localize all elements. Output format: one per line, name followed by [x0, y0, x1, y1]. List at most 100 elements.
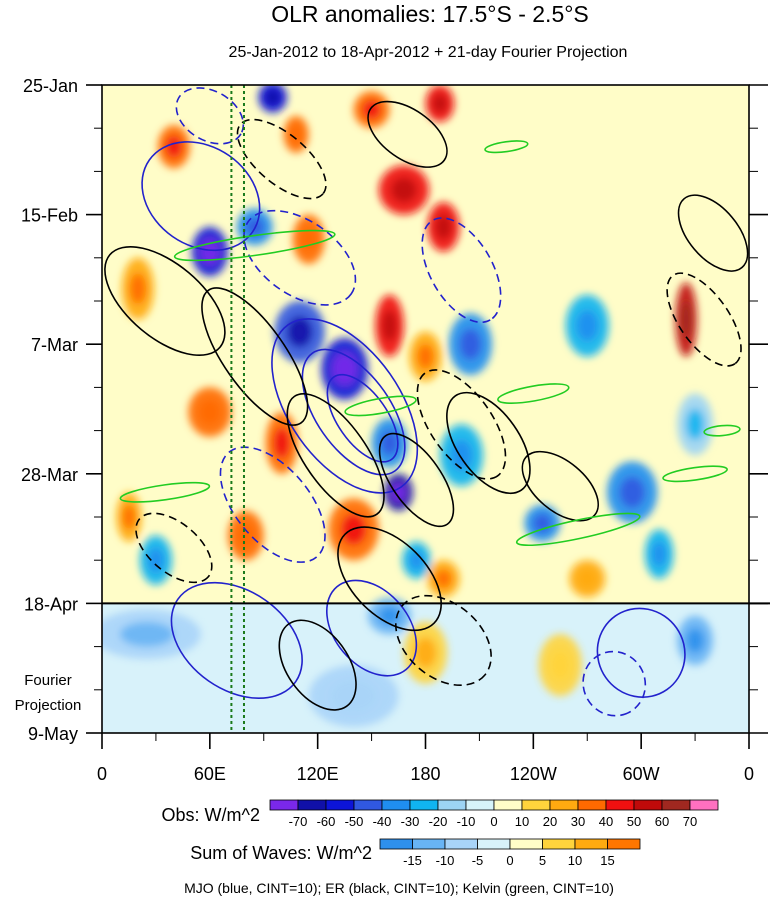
- mjo-contour: [170, 581, 303, 699]
- er-contour: [104, 245, 226, 357]
- anomaly-blob-core: [265, 89, 280, 106]
- y-tick-label: 7-Mar: [31, 335, 78, 355]
- waves-colorbar-swatch: [574, 838, 608, 850]
- anomaly-blob-core: [409, 550, 424, 570]
- waves-colorbar: -15 -10 -5 0 5 10 15: [379, 838, 641, 868]
- er-contour: [367, 100, 448, 168]
- anomaly-blob-core: [122, 504, 136, 530]
- obs-colorbar-level-label: -30: [401, 814, 420, 829]
- er-contour: [337, 526, 442, 632]
- obs-colorbar-level-label: -70: [289, 814, 308, 829]
- kelvin-contour: [119, 481, 211, 503]
- anomaly-blob-core: [417, 344, 434, 369]
- kelvin-contours: [119, 140, 741, 547]
- obs-colorbar-swatch: [297, 799, 327, 811]
- mjo-contour: [175, 87, 245, 145]
- obs-colorbar-swatch: [633, 799, 663, 811]
- chart-title: OLR anomalies: 17.5°S - 2.5°S: [271, 1, 589, 27]
- mjo-contour: [421, 217, 502, 324]
- waves-colorbar-swatch: [379, 838, 413, 850]
- y-axis: 25-Jan 15-Feb 7-Mar 28-Mar 18-Apr 9-May: [21, 76, 768, 744]
- er-contours: [104, 100, 749, 711]
- er-contour: [278, 619, 357, 711]
- chart-subtitle: 25-Jan-2012 to 18-Apr-2012 + 21-day Four…: [229, 44, 628, 61]
- obs-colorbar: -70 -60 -50 -40 -30 -20 -10 0 10 20 30 40 50 60 70: [269, 799, 719, 829]
- anomaly-blob-core: [382, 310, 397, 342]
- anomaly-blob-core: [165, 135, 182, 158]
- anomaly-blob-core: [362, 100, 381, 119]
- obs-colorbar-level-label: 20: [543, 814, 557, 829]
- anomaly-blob-core: [686, 628, 705, 653]
- x-tick-label: 60E: [194, 764, 226, 784]
- waves-colorbar-level-label: -15: [403, 853, 422, 868]
- waves-colorbar-swatch: [444, 838, 478, 850]
- er-contour: [135, 512, 213, 584]
- obs-colorbar-level-label: -10: [457, 814, 476, 829]
- er-contour: [446, 391, 531, 495]
- anomaly-blob-core: [549, 649, 572, 681]
- y-tick-label: 9-May: [28, 724, 78, 744]
- mjo-contour: [219, 446, 326, 563]
- kelvin-contour: [703, 424, 741, 437]
- obs-colorbar-swatch: [325, 799, 355, 811]
- y-tick-label: 18-Apr: [24, 594, 78, 614]
- obs-colorbar-level-label: -60: [317, 814, 336, 829]
- kelvin-contour: [173, 229, 336, 262]
- obs-colorbar-swatch: [605, 799, 635, 811]
- mjo-contour: [326, 373, 399, 463]
- waves-colorbar-swatch: [412, 838, 446, 850]
- anomaly-blob-core: [578, 569, 597, 588]
- x-tick-label: 180: [410, 764, 440, 784]
- kelvin-contour: [497, 383, 570, 404]
- anomaly-blob-core: [680, 301, 692, 339]
- anomaly-blob-core: [432, 94, 448, 113]
- anomaly-blob-core: [119, 621, 174, 647]
- projection-label-line1: Fourier: [24, 672, 72, 689]
- obs-colorbar-swatch: [549, 799, 579, 811]
- obs-colorbar-level-label: 40: [599, 814, 613, 829]
- obs-colorbar-swatch: [493, 799, 523, 811]
- anomaly-blob-core: [435, 569, 452, 588]
- er-contour: [286, 392, 385, 518]
- plot-area: [102, 85, 749, 733]
- obs-colorbar-level-label: 10: [515, 814, 529, 829]
- obs-colorbar-level-label: 0: [490, 814, 497, 829]
- anomaly-blob-core: [289, 125, 303, 144]
- obs-colorbar-label: Obs: W/m^2: [162, 805, 260, 825]
- er-contour: [236, 118, 327, 200]
- anomaly-blob-core: [273, 427, 290, 459]
- anomaly-blob-core: [287, 316, 313, 348]
- anomaly-blob-core: [236, 523, 255, 548]
- waves-colorbar-level-label: -10: [436, 853, 455, 868]
- obs-colorbar-swatch: [465, 799, 495, 811]
- er-contour: [378, 432, 455, 528]
- obs-colorbar-swatch: [521, 799, 551, 811]
- kelvin-contour: [484, 140, 529, 154]
- anomaly-blob-core: [200, 239, 219, 264]
- waves-colorbar-swatch: [607, 838, 641, 850]
- obs-colorbar-swatch: [577, 799, 607, 811]
- waves-colorbar-swatch: [477, 838, 511, 850]
- reference-lines: [230, 85, 245, 733]
- obs-colorbar-level-label: -50: [345, 814, 364, 829]
- mjo-contour: [243, 209, 357, 306]
- waves-colorbar-level-label: 5: [539, 853, 546, 868]
- obs-colorbar-level-label: 70: [683, 814, 697, 829]
- anomaly-blob-core: [414, 637, 437, 669]
- anomaly-blob-core: [332, 353, 357, 385]
- obs-colorbar-swatch: [689, 799, 719, 811]
- mjo-contour: [596, 607, 686, 698]
- obs-colorbar-level-label: 60: [655, 814, 669, 829]
- obs-colorbar-level-label: 30: [571, 814, 585, 829]
- y-tick-label: 25-Jan: [23, 76, 78, 96]
- obs-colorbar-level-label: -40: [373, 814, 392, 829]
- mjo-contour: [301, 348, 406, 476]
- x-tick-label: 0: [744, 764, 754, 784]
- anomaly-blob-core: [619, 476, 645, 508]
- waves-colorbar-level-label: -5: [472, 853, 484, 868]
- anomaly-blob-core: [576, 310, 599, 342]
- anomaly-blob-core: [391, 177, 417, 203]
- mjo-contour: [582, 650, 647, 717]
- x-axis: 0 60E 120E 180 120W 60W 0: [97, 733, 754, 784]
- er-contour: [677, 194, 749, 272]
